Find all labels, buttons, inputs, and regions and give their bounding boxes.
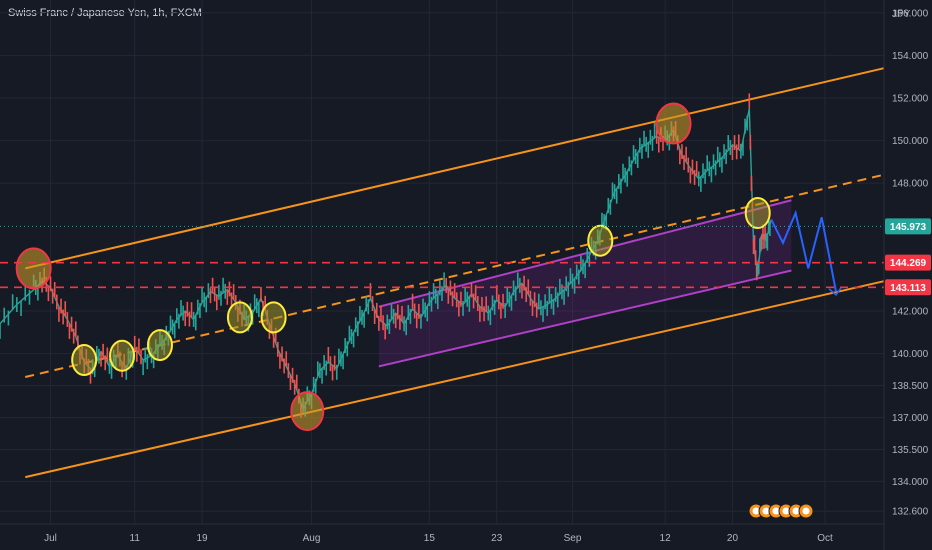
- event-icon-inner: [792, 507, 800, 515]
- price-tags: 145.973 144.269 143.113: [885, 218, 931, 296]
- mid-channel-line: [25, 173, 885, 378]
- y-tick-label: 156.000: [892, 8, 929, 19]
- swing-marker: [71, 343, 98, 376]
- price-tag-label: 145.973: [890, 222, 927, 233]
- y-tick-label: 134.000: [892, 477, 929, 488]
- swing-marker: [290, 391, 325, 432]
- y-tick-label: 138.500: [892, 381, 929, 392]
- y-tick-label: 150.000: [892, 136, 929, 147]
- projection-path: [770, 209, 837, 293]
- swing-marker: [109, 339, 136, 372]
- x-tick-label: Oct: [817, 533, 833, 544]
- x-tick-label: 15: [424, 533, 436, 544]
- price-tag-box: [885, 218, 931, 235]
- channel-drawings: [25, 67, 885, 479]
- lower-channel-line: [25, 280, 885, 479]
- event-icon-inner: [762, 507, 770, 515]
- event-icon-inner: [752, 507, 760, 515]
- projection-arrow: [828, 287, 842, 296]
- upper-channel-line: [25, 67, 885, 270]
- x-tick-label: Aug: [303, 533, 321, 544]
- x-tick-label: Jul: [44, 533, 57, 544]
- price-tag-label: 144.269: [890, 258, 927, 269]
- event-icon-inner: [782, 507, 790, 515]
- x-tick-label: 11: [130, 533, 141, 544]
- x-tick-label: 19: [196, 533, 208, 544]
- swing-marker: [587, 224, 614, 257]
- swing-marker: [15, 247, 52, 290]
- x-tick-label: 23: [491, 533, 503, 544]
- price-tag-box: [885, 254, 931, 271]
- swing-marker: [260, 301, 287, 334]
- y-tick-label: 135.500: [892, 445, 929, 456]
- price-tag-label: 143.113: [890, 283, 926, 294]
- swing-marker: [226, 301, 253, 334]
- swing-marker: [744, 197, 771, 230]
- y-tick-label: 154.000: [892, 51, 929, 62]
- y-tick-label: 137.000: [892, 413, 929, 424]
- event-icons[interactable]: [748, 503, 814, 519]
- time-axis[interactable]: Jul 11 19 Aug 15 23 Sep 12 20 Oct: [0, 523, 884, 544]
- swing-marker: [146, 329, 173, 362]
- price-tag-box: [885, 279, 931, 296]
- horizontal-levels: [0, 225, 884, 289]
- y-tick-label: 132.600: [892, 507, 929, 518]
- event-icon-inner: [802, 507, 810, 515]
- x-tick-label: 12: [660, 533, 672, 544]
- y-tick-label: 148.000: [892, 179, 929, 190]
- y-tick-label: 142.000: [892, 306, 929, 317]
- swing-markers: [15, 102, 771, 432]
- event-icon-inner: [772, 507, 780, 515]
- y-tick-label: 140.000: [892, 349, 929, 360]
- x-tick-label: 20: [727, 533, 739, 544]
- x-tick-label: Sep: [564, 533, 582, 544]
- gridlines: [0, 0, 884, 524]
- currency-label: JPY: [892, 9, 911, 20]
- y-tick-label: 152.000: [892, 93, 929, 104]
- inner-channel-lower: [378, 269, 792, 368]
- swing-marker: [655, 102, 692, 145]
- inner-channel-fill: [378, 200, 792, 367]
